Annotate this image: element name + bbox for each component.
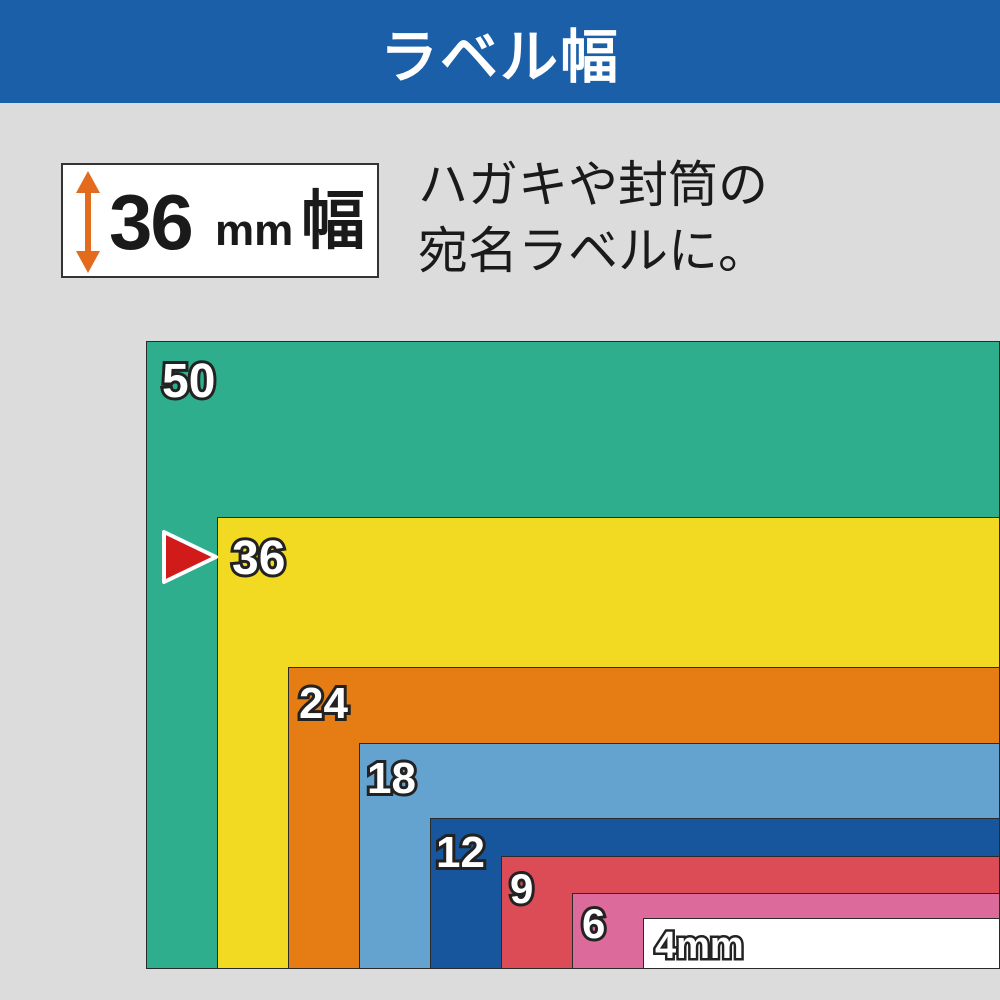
tape-label-18: 18	[364, 752, 419, 806]
triangle-pointer-icon	[162, 530, 218, 584]
tape-label-9: 9	[507, 863, 536, 915]
description: ハガキや封筒の 宛名ラベルに。	[418, 152, 768, 284]
tape-4mm	[643, 918, 1000, 969]
tape-label-50: 50	[159, 353, 218, 411]
width-unit: mm	[215, 206, 294, 255]
header-title: ラベル幅	[379, 22, 620, 91]
tape-label-6: 6	[579, 898, 608, 950]
header-bar: ラベル幅	[0, 0, 1000, 103]
tape-label-4mm: 4mm	[653, 923, 747, 970]
width-number: 36	[109, 178, 194, 266]
tape-label-12: 12	[433, 826, 488, 880]
double-arrow-vertical-icon	[76, 171, 100, 273]
description-line-1: ハガキや封筒の	[418, 156, 768, 214]
tape-label-36: 36	[229, 530, 288, 588]
width-badge: 36 mm 幅	[61, 163, 379, 278]
description-line-2: 宛名ラベルに。	[418, 222, 768, 280]
width-kanji: 幅	[301, 185, 365, 259]
tape-label-24: 24	[296, 677, 351, 731]
